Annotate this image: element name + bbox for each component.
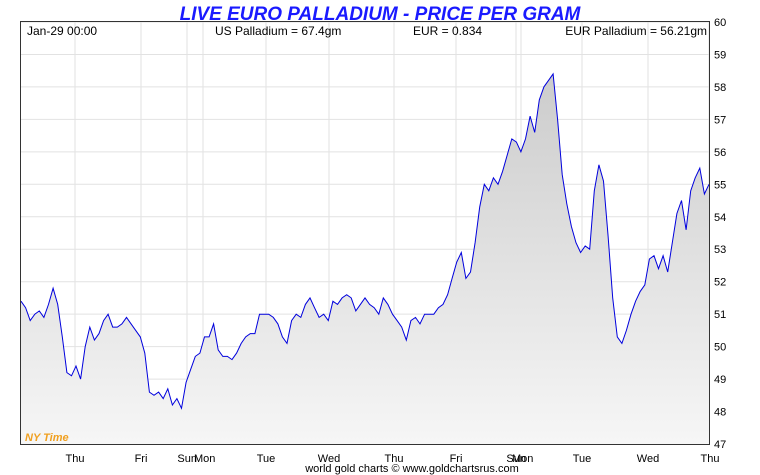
x-tick-label: Thu	[385, 453, 404, 465]
timestamp-label: Jan-29 00:00	[27, 24, 97, 38]
y-tick-label: 55	[714, 179, 726, 191]
eur-palladium-label: EUR Palladium = 56.21gm	[565, 24, 707, 38]
y-tick-label: 48	[714, 407, 726, 419]
x-tick-label: Sun	[506, 453, 526, 465]
y-tick-label: 57	[714, 114, 726, 126]
y-tick-label: 56	[714, 147, 726, 159]
x-tick-label: Sun	[177, 453, 197, 465]
credit-text: world gold charts © www.goldchartsrus.co…	[304, 463, 519, 475]
y-tick-label: 58	[714, 82, 726, 94]
x-tick-label: Tue	[257, 453, 276, 465]
x-tick-label: Thu	[66, 453, 85, 465]
plot-frame	[20, 21, 710, 445]
x-tick-label: Mon	[194, 453, 215, 465]
eur-rate-label: EUR = 0.834	[413, 24, 482, 38]
x-tick-label: Fri	[135, 453, 148, 465]
y-tick-label: 53	[714, 244, 726, 256]
y-tick-label: 51	[714, 309, 726, 321]
price-area-fill	[21, 73, 709, 445]
x-tick-label: Fri	[450, 453, 463, 465]
timezone-label: NY Time	[25, 432, 69, 444]
price-line	[20, 72, 710, 410]
y-tick-label: 59	[714, 49, 726, 61]
header-values: Jan-29 00:00 US Palladium = 67.4gm EUR =…	[27, 24, 707, 38]
x-tick-label: Wed	[637, 453, 659, 465]
us-palladium-label: US Palladium = 67.4gm	[215, 24, 341, 38]
y-tick-label: 60	[714, 17, 726, 29]
y-tick-label: 49	[714, 374, 726, 386]
y-tick-label: 54	[714, 212, 726, 224]
y-tick-label: 47	[714, 439, 726, 451]
x-tick-label: Wed	[318, 453, 340, 465]
x-tick-label: Thu	[701, 453, 720, 465]
x-tick-label: Tue	[573, 453, 592, 465]
y-tick-label: 50	[714, 342, 726, 354]
chart-title: LIVE EURO PALLADIUM - PRICE PER GRAM	[180, 4, 582, 25]
y-tick-label: 52	[714, 277, 726, 289]
y-axis-ticks: 47 48 49 50 51 52 53 54 55 56 57 58 59 60	[714, 17, 726, 451]
x-tick-label: Mon	[512, 453, 533, 465]
